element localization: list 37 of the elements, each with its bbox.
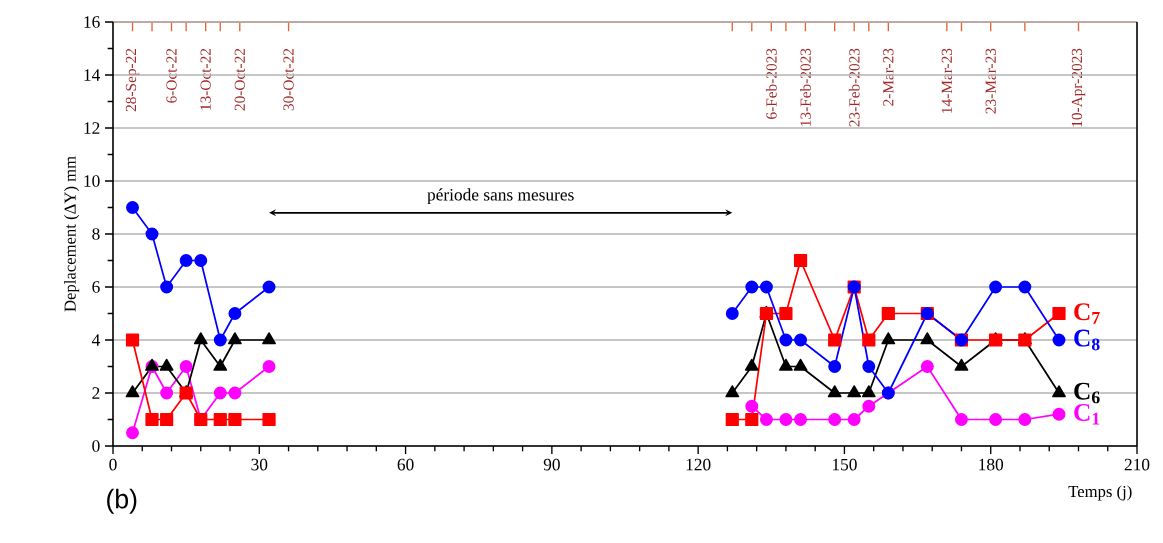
x-tick-label: 120 xyxy=(686,458,711,471)
series-label: C$_{7}$ xyxy=(1074,303,1100,324)
x2-tick-label: 13-Oct-22 xyxy=(200,48,211,110)
y-tick-label: 14 xyxy=(84,69,101,81)
text: (b) xyxy=(107,488,137,514)
x-axis-title: Temps (j) xyxy=(1068,485,1132,501)
y-tick-label: 0 xyxy=(92,440,100,452)
x2-tick-label: 2-Mar-23 xyxy=(883,48,894,106)
series-label: C$_{6}$ xyxy=(1074,382,1100,404)
y-tick-label: 12 xyxy=(84,122,100,134)
y-axis-title: Deplacement (ΔY) mm xyxy=(64,156,80,312)
x-tick-label: 150 xyxy=(832,458,857,471)
x-tick-label: 90 xyxy=(543,458,560,471)
x2-tick-label: 6-Feb-2023 xyxy=(765,48,777,119)
y-tick-label: 6 xyxy=(92,281,100,293)
x2-tick-label: 10-Apr-2023 xyxy=(1071,48,1086,127)
series-label: C$_{8}$ xyxy=(1074,329,1100,351)
series-label: C$_{1}$ xyxy=(1074,403,1100,425)
x-tick-label: 210 xyxy=(1124,458,1150,471)
y-tick-label: 16 xyxy=(84,16,100,28)
x2-tick-label: 30-Oct-22 xyxy=(283,48,294,111)
x2-tick-label: 6-Oct-22 xyxy=(166,48,177,103)
x2-tick-label: 28-Sep-22 xyxy=(125,48,140,112)
y-tick-label: 4 xyxy=(91,334,101,346)
x-tick-label: 0 xyxy=(109,458,117,471)
annotation: période sans mesures xyxy=(427,188,574,205)
x2-tick-label: 23-Feb-2023 xyxy=(848,48,860,127)
x2-tick-label: 20-Oct-22 xyxy=(234,48,245,111)
x-tick-label: 180 xyxy=(979,458,1004,471)
x-tick-label: 30 xyxy=(251,458,268,471)
y-tick-label: 2 xyxy=(92,387,100,399)
x2-tick-label: 23-Mar-23 xyxy=(985,48,996,114)
x2-tick-label: 13-Feb-2023 xyxy=(800,48,811,126)
y-tick-label: 8 xyxy=(92,228,100,240)
y-tick-label: 10 xyxy=(84,175,100,187)
x-tick-label: 60 xyxy=(397,458,414,471)
x2-tick-label: 14-Mar-23 xyxy=(941,48,952,113)
